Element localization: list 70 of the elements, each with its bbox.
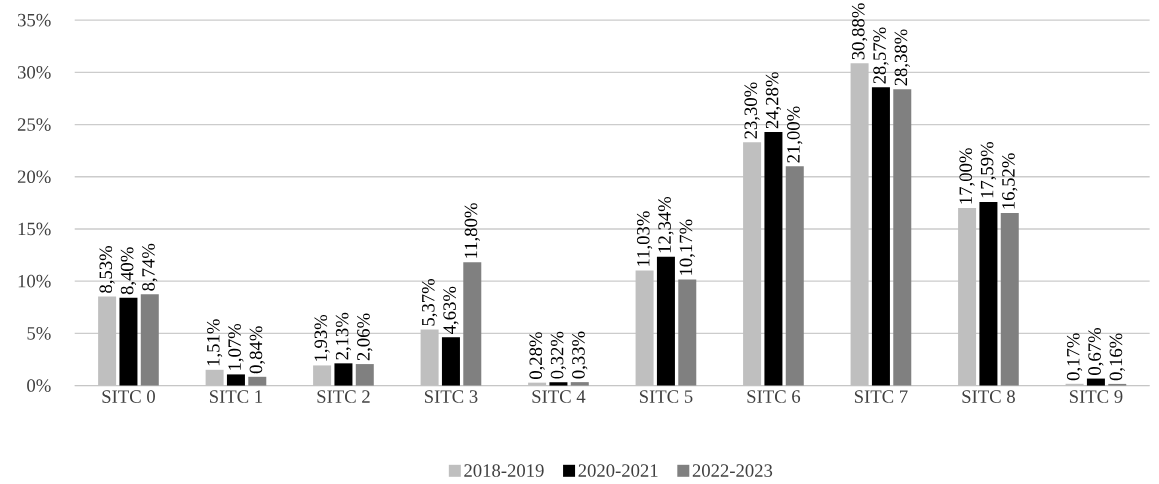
bar [979,201,998,386]
y-tick-label: 5% [27,327,51,340]
data-label: 0,17% [1066,333,1083,381]
bar [656,256,675,386]
data-label: 8,53% [99,245,115,293]
data-label: 1,93% [314,314,330,361]
data-label: 0,16% [1109,333,1125,381]
bar [1000,213,1019,386]
bar [785,166,804,386]
bar [1086,378,1105,386]
data-label: 17,00% [959,148,975,204]
bar [764,132,783,386]
bar [441,337,460,386]
data-label: 17,59% [980,142,997,198]
data-label: 11,80% [464,203,480,258]
bar [226,374,245,386]
data-label: 0,32% [550,331,567,379]
bar [893,89,912,386]
bar [871,87,890,386]
bar [549,382,568,386]
data-label: 28,38% [894,29,910,86]
x-tick-label: SITC 5 [639,390,693,403]
data-label: 1,07% [228,323,244,370]
x-tick-label: SITC 1 [209,390,263,403]
y-tick-label: 35% [17,13,51,27]
data-label: 2,13% [335,312,352,360]
data-label: 23,30% [744,82,760,139]
data-label: 4,63% [443,286,459,334]
bar [463,262,482,386]
data-label: 0,28% [529,332,545,380]
data-label: 5,37% [421,278,438,326]
x-tick-label: SITC 8 [962,390,1015,403]
bar [334,363,353,386]
legend-label: 2022-2023 [692,464,773,477]
y-tick-label: 0% [27,379,51,392]
data-label: 1,51% [206,319,223,366]
y-tick-label: 20% [17,170,51,184]
data-label: 8,40% [120,247,137,295]
data-label: 10,17% [679,219,695,275]
y-tick-label: 15% [18,222,51,236]
data-label: 2,06% [357,313,373,361]
data-label: 0,67% [1088,328,1104,375]
data-label: 12,34% [658,196,674,253]
legend-label: 2018-2019 [464,464,544,477]
y-tick-label: 25% [17,118,51,131]
data-label: 16,52% [1002,153,1018,209]
bar [140,294,159,386]
data-label: 0,33% [572,331,588,379]
y-tick-label: 10% [18,274,51,288]
x-tick-label: SITC 7 [854,390,908,403]
x-tick-label: SITC 9 [1069,390,1123,403]
x-tick-label: SITC 6 [747,390,801,403]
data-label: 28,57% [873,27,889,84]
data-label: 11,03% [636,211,653,266]
data-label: 30,88% [851,3,868,60]
x-tick-label: SITC 3 [424,390,478,403]
bar [355,364,374,386]
legend-label: 2020-2021 [578,464,658,477]
bar [570,382,589,386]
bar [119,297,138,386]
data-label: 0,84% [249,326,265,374]
x-tick-label: SITC 2 [317,390,370,403]
data-label: 21,00% [787,106,803,163]
bar [678,279,697,386]
bar [248,376,267,386]
data-label: 8,74% [142,243,158,291]
y-tick-label: 30% [17,66,51,79]
data-label: 24,28% [765,72,782,129]
x-tick-label: SITC 0 [102,390,155,403]
x-tick-label: SITC 4 [532,390,586,403]
